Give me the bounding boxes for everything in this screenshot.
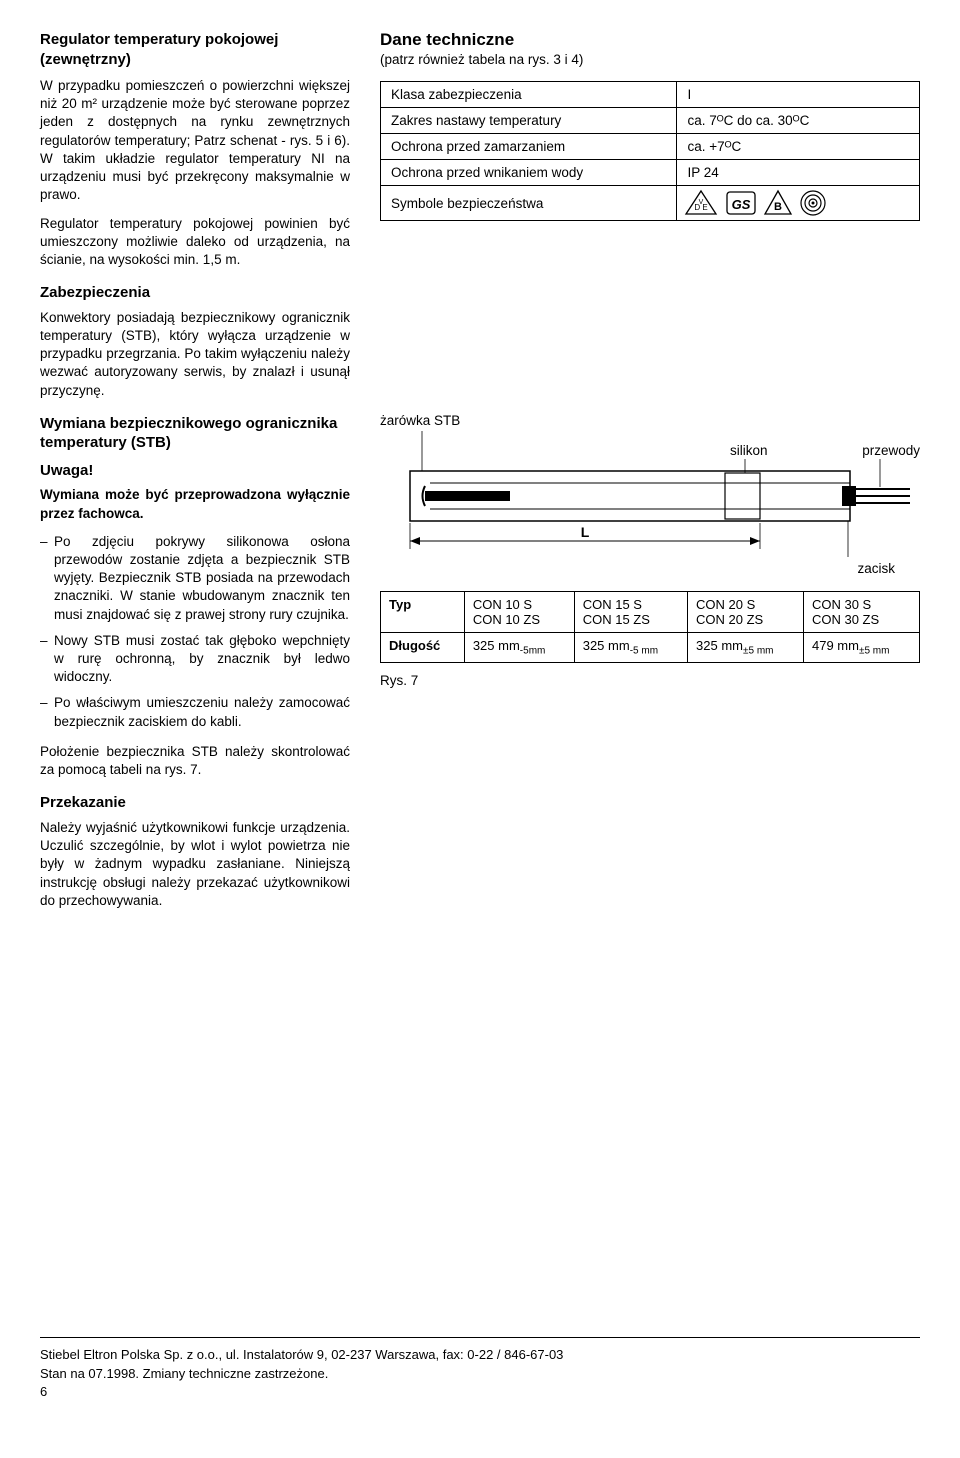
table-row: Ochrona przed wnikaniem wody IP 24 <box>381 160 920 186</box>
label-L: L <box>581 524 590 540</box>
len-cell: 325 mm±5 mm <box>688 633 804 663</box>
spec-key: Ochrona przed zamarzaniem <box>381 134 677 160</box>
para-regulator-2: Regulator temperatury pokojowej powinien… <box>40 215 350 270</box>
table-row: Długość 325 mm-5mm 325 mm-5 mm 325 mm±5 … <box>381 633 920 663</box>
footer-date: Stan na 07.1998. Zmiany techniczne zastr… <box>40 1365 563 1383</box>
stb-diagram: żarówka STB silikon przewody zacisk <box>380 431 920 688</box>
label-przewody: przewody <box>862 443 920 458</box>
label-silikon: silikon <box>730 443 768 458</box>
heading-regulator: Regulator temperatury pokojowej (zewnętr… <box>40 30 350 69</box>
list-item: Po zdjęciu pokrywy silikonowa osłona prz… <box>40 533 350 624</box>
vde-icon: D EV <box>683 189 719 217</box>
spec-key: Klasa zabezpieczenia <box>381 82 677 108</box>
label-zarowka: żarówka STB <box>380 413 460 428</box>
para-stb-check: Położenie bezpiecznika STB należy skontr… <box>40 743 350 779</box>
para-uwaga: Wymiana może być przeprowadzona wyłączni… <box>40 486 350 522</box>
spec-table: Klasa zabezpieczenia I Zakres nastawy te… <box>380 81 920 221</box>
typ-cell: CON 15 SCON 15 ZS <box>574 592 687 633</box>
svg-text:GS: GS <box>732 197 751 212</box>
svg-text:B: B <box>774 201 782 213</box>
table-row: Ochrona przed zamarzaniem ca. +7ᴼC <box>381 134 920 160</box>
heading-wymiana: Wymiana bezpiecznikowego ogranicznika te… <box>40 414 350 453</box>
len-cell: 479 mm±5 mm <box>803 633 919 663</box>
typ-cell: CON 10 SCON 10 ZS <box>464 592 574 633</box>
gs-icon: GS <box>725 189 757 217</box>
target-icon <box>799 189 827 217</box>
type-length-table: Typ CON 10 SCON 10 ZS CON 15 SCON 15 ZS … <box>380 591 920 663</box>
spec-val: I <box>677 82 920 108</box>
figure-caption: Rys. 7 <box>380 673 920 688</box>
col-header-dlugosc: Długość <box>381 633 465 663</box>
instruction-list: Po zdjęciu pokrywy silikonowa osłona prz… <box>40 533 350 731</box>
heading-uwaga: Uwaga! <box>40 461 350 481</box>
spec-val: IP 24 <box>677 160 920 186</box>
heading-dane-techniczne: Dane techniczne <box>380 30 920 50</box>
table-row: Zakres nastawy temperatury ca. 7ᴼC do ca… <box>381 108 920 134</box>
len-cell: 325 mm-5 mm <box>574 633 687 663</box>
spec-key: Symbole bezpieczeństwa <box>381 186 677 221</box>
footer-address: Stiebel Eltron Polska Sp. z o.o., ul. In… <box>40 1346 563 1364</box>
para-przekazanie: Należy wyjaśnić użytkownikowi funkcje ur… <box>40 819 350 910</box>
page-number: 6 <box>40 1383 563 1401</box>
para-regulator-1: W przypadku pomieszczeń o powierzchni wi… <box>40 77 350 205</box>
spec-val: ca. +7ᴼC <box>677 134 920 160</box>
b-triangle-icon: B <box>763 189 793 217</box>
table-row: Symbole bezpieczeństwa D EV GS B <box>381 186 920 221</box>
spec-key: Zakres nastawy temperatury <box>381 108 677 134</box>
table-row: Typ CON 10 SCON 10 ZS CON 15 SCON 15 ZS … <box>381 592 920 633</box>
para-zabezpieczenia: Konwektory posiadają bezpiecznikowy ogra… <box>40 309 350 400</box>
spec-val: D EV GS B <box>677 186 920 221</box>
label-zacisk: zacisk <box>857 561 895 576</box>
stb-schematic-svg: L <box>380 431 910 581</box>
spec-val: ca. 7ᴼC do ca. 30ᴼC <box>677 108 920 134</box>
subheading-tabela: (patrz również tabela na rys. 3 i 4) <box>380 52 920 67</box>
spec-key: Ochrona przed wnikaniem wody <box>381 160 677 186</box>
svg-text:V: V <box>699 199 704 206</box>
typ-cell: CON 20 SCON 20 ZS <box>688 592 804 633</box>
page-footer: Stiebel Eltron Polska Sp. z o.o., ul. In… <box>40 1337 920 1401</box>
list-item: Nowy STB musi zostać tak głęboko wepchni… <box>40 632 350 687</box>
heading-zabezpieczenia: Zabezpieczenia <box>40 283 350 303</box>
heading-przekazanie: Przekazanie <box>40 793 350 813</box>
table-row: Klasa zabezpieczenia I <box>381 82 920 108</box>
list-item: Po właściwym umieszczeniu należy zamocow… <box>40 694 350 730</box>
len-cell: 325 mm-5mm <box>464 633 574 663</box>
col-header-typ: Typ <box>381 592 465 633</box>
typ-cell: CON 30 SCON 30 ZS <box>803 592 919 633</box>
